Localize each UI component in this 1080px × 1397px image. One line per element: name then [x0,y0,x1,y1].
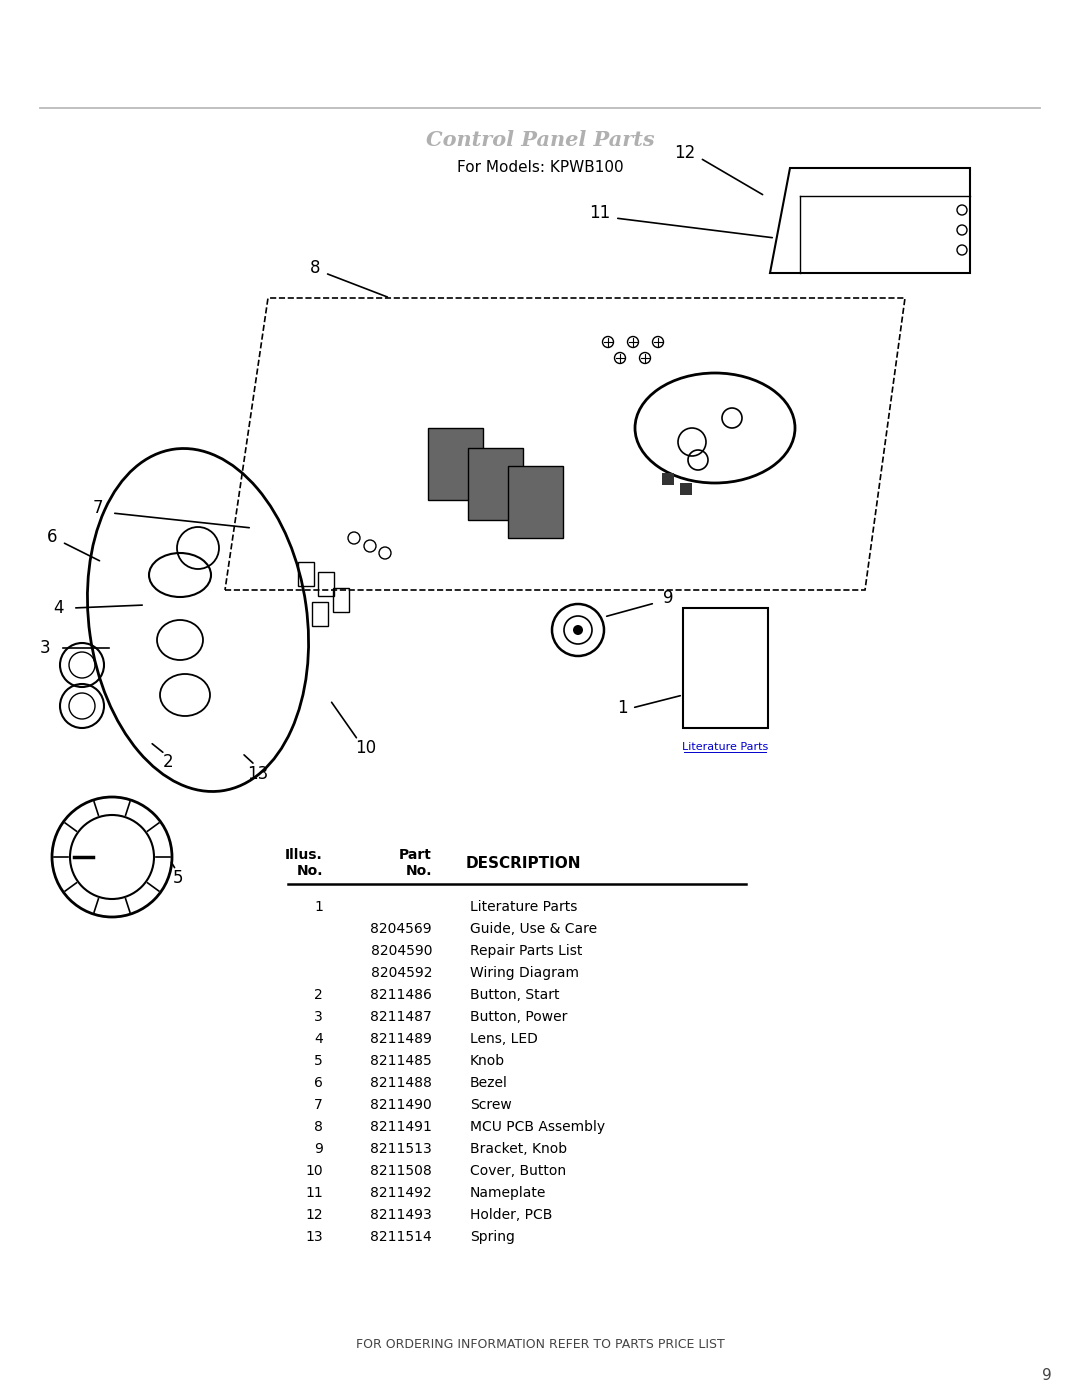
Bar [680,483,692,495]
Bar [318,571,334,597]
Text: Bracket, Knob: Bracket, Knob [470,1141,567,1155]
Text: FOR ORDERING INFORMATION REFER TO PARTS PRICE LIST: FOR ORDERING INFORMATION REFER TO PARTS … [355,1338,725,1351]
Bar [662,474,674,485]
Bar [298,562,314,585]
Text: 8211486: 8211486 [370,988,432,1002]
Text: Bezel: Bezel [470,1076,508,1090]
Bar [508,467,563,538]
Bar [468,448,523,520]
Text: Lens, LED: Lens, LED [470,1032,538,1046]
Text: 8211508: 8211508 [370,1164,432,1178]
Text: Spring: Spring [470,1229,515,1243]
Bar [683,608,768,728]
Text: Literature Parts: Literature Parts [681,742,768,752]
Text: 6: 6 [314,1076,323,1090]
Bar [312,602,328,626]
Text: 1: 1 [314,900,323,914]
Text: For Models: KPWB100: For Models: KPWB100 [457,161,623,175]
Text: 3: 3 [314,1010,323,1024]
Text: Guide, Use & Care: Guide, Use & Care [470,922,597,936]
Text: Repair Parts List: Repair Parts List [470,944,582,958]
Text: Nameplate: Nameplate [470,1186,546,1200]
Text: 9: 9 [1042,1368,1052,1383]
Text: Literature Parts: Literature Parts [470,900,578,914]
Text: 2: 2 [314,988,323,1002]
Text: 8211513: 8211513 [370,1141,432,1155]
Text: 8204569: 8204569 [370,922,432,936]
Text: 11: 11 [306,1186,323,1200]
Text: 12: 12 [306,1208,323,1222]
Text: Illus.: Illus. [285,848,323,862]
Text: 7: 7 [314,1098,323,1112]
Text: 7: 7 [93,499,104,517]
Text: Screw: Screw [470,1098,512,1112]
Text: 8204592: 8204592 [370,965,432,981]
Text: 8211491: 8211491 [370,1120,432,1134]
Bar [428,427,483,500]
Text: 8211489: 8211489 [370,1032,432,1046]
Text: 2: 2 [163,753,173,771]
Text: Button, Power: Button, Power [470,1010,567,1024]
Text: Knob: Knob [470,1053,505,1067]
Text: Cover, Button: Cover, Button [470,1164,566,1178]
Text: 1: 1 [617,698,627,717]
Text: 10: 10 [355,739,377,757]
Text: 5: 5 [314,1053,323,1067]
Text: MCU PCB Assembly: MCU PCB Assembly [470,1120,605,1134]
Text: 8204590: 8204590 [370,944,432,958]
Text: 4: 4 [314,1032,323,1046]
Text: Part: Part [400,848,432,862]
Text: 3: 3 [40,638,51,657]
Text: 11: 11 [590,204,610,222]
Circle shape [573,624,583,636]
Text: 13: 13 [306,1229,323,1243]
Text: Wiring Diagram: Wiring Diagram [470,965,579,981]
Text: 8211493: 8211493 [370,1208,432,1222]
Text: No.: No. [297,863,323,877]
Text: 8211490: 8211490 [370,1098,432,1112]
Text: 9: 9 [314,1141,323,1155]
Text: 12: 12 [674,144,696,162]
Text: 9: 9 [663,590,673,608]
Text: 8: 8 [314,1120,323,1134]
Text: DESCRIPTION: DESCRIPTION [465,856,581,870]
Text: 8211488: 8211488 [370,1076,432,1090]
Text: 8211492: 8211492 [370,1186,432,1200]
Text: 6: 6 [46,528,57,546]
Text: 8211514: 8211514 [370,1229,432,1243]
Text: 13: 13 [247,766,269,782]
Text: Button, Start: Button, Start [470,988,559,1002]
Text: 4: 4 [53,599,64,617]
Text: 8: 8 [310,258,321,277]
Text: 8211485: 8211485 [370,1053,432,1067]
Text: Control Panel Parts: Control Panel Parts [426,130,654,149]
Text: 8211487: 8211487 [370,1010,432,1024]
Text: Holder, PCB: Holder, PCB [470,1208,552,1222]
Bar [333,588,349,612]
Text: 5: 5 [173,869,184,887]
Text: No.: No. [405,863,432,877]
Text: 10: 10 [306,1164,323,1178]
